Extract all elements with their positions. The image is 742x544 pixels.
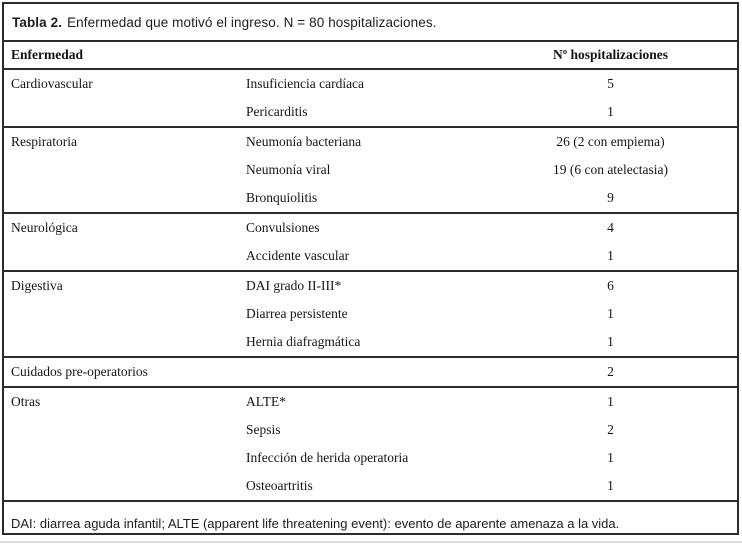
- table-row: Cardiovascular Insuficiencia cardíaca 5: [4, 70, 737, 98]
- table-row: Hernia diafragmática 1: [4, 328, 737, 356]
- table-row: Pericarditis 1: [4, 98, 737, 126]
- table-row: Digestiva DAI grado II-III* 6: [4, 272, 737, 300]
- table-footnote: DAI: diarrea aguda infantil; ALTE (appar…: [4, 500, 737, 531]
- subcategory-cell: Osteoartritis: [246, 478, 313, 493]
- value-cell: 1: [607, 104, 614, 119]
- table-row: Sepsis 2: [4, 416, 737, 444]
- value-cell: 2: [607, 422, 614, 437]
- subcategory-cell: Convulsiones: [246, 220, 320, 235]
- title-divider: [4, 40, 737, 42]
- table-row: Accidente vascular 1: [4, 242, 737, 270]
- subcategory-cell: Bronquiolitis: [246, 190, 318, 205]
- value-cell: 1: [607, 478, 614, 493]
- table-title-label: Tabla 2.: [12, 14, 63, 30]
- subcategory-cell: Diarrea persistente: [246, 306, 348, 321]
- value-cell: 1: [607, 248, 614, 263]
- table-row: Respiratoria Neumonía bacteriana 26 (2 con…: [4, 128, 737, 156]
- value-cell: 1: [607, 334, 614, 349]
- category-cell: Cardiovascular: [11, 76, 93, 91]
- value-cell: 1: [607, 394, 614, 409]
- subcategory-cell: Pericarditis: [246, 104, 308, 119]
- table-group: Neurológica Convulsiones 4 Accidente vascul…: [4, 212, 737, 270]
- table-row: Otras ALTE* 1: [4, 388, 737, 416]
- subcategory-cell: Sepsis: [246, 422, 281, 437]
- table-group: Respiratoria Neumonía bacteriana 26 (2 con…: [4, 126, 737, 212]
- value-cell: 6: [607, 278, 614, 293]
- subcategory-cell: ALTE*: [246, 394, 286, 409]
- table-row: Bronquiolitis 9: [4, 184, 737, 212]
- table-group: Otras ALTE* 1 Sepsis 2 Infección de herida op…: [4, 386, 737, 500]
- value-cell: 9: [607, 190, 614, 205]
- table-row: Infección de herida operatoria 1: [4, 444, 737, 472]
- value-cell: 19 (6 con atelectasia): [552, 162, 669, 177]
- table-body: Cardiovascular Insuficiencia cardíaca 5 Per…: [4, 68, 737, 500]
- subcategory-cell: Insuficiencia cardíaca: [246, 76, 365, 91]
- category-cell: Cuidados pre-operatorios: [11, 364, 148, 379]
- scan-edge-artifact: [0, 541, 742, 543]
- table-row: Cuidados pre-operatorios 2: [4, 358, 737, 386]
- subcategory-cell: Neumonía viral: [246, 162, 331, 177]
- table-title-text: Enfermedad que motivó el ingreso. N = 80…: [67, 14, 437, 30]
- table-row: Neumonía viral 19 (6 con atelectasia): [4, 156, 737, 184]
- header-enfermedad-label: Enfermedad: [11, 47, 83, 62]
- subcategory-cell: Infección de herida operatoria: [246, 450, 409, 465]
- category-cell: Digestiva: [11, 278, 63, 293]
- value-cell: 1: [607, 450, 614, 465]
- table-title: Tabla 2. Enfermedad que motivó el ingres…: [4, 4, 737, 40]
- table-row: Diarrea persistente 1: [4, 300, 737, 328]
- category-cell: Neurológica: [11, 220, 78, 235]
- table-2-container: Tabla 2. Enfermedad que motivó el ingres…: [2, 2, 739, 535]
- header-n-hospitalizaciones-label: Nº hospitalizaciones: [552, 47, 669, 62]
- subcategory-cell: DAI grado II-III*: [246, 278, 342, 293]
- subcategory-cell: Accidente vascular: [246, 248, 350, 263]
- subcategory-cell: Hernia diafragmática: [246, 334, 361, 349]
- category-cell: Respiratoria: [11, 134, 77, 149]
- value-cell: 1: [607, 306, 614, 321]
- table-row: Osteoartritis 1: [4, 472, 737, 500]
- table-group: Cardiovascular Insuficiencia cardíaca 5 Per…: [4, 68, 737, 126]
- table-row: Neurológica Convulsiones 4: [4, 214, 737, 242]
- value-cell: 2: [607, 364, 614, 379]
- table-header-row: Enfermedad Nº hospitalizaciones: [4, 42, 737, 68]
- table-group: Digestiva DAI grado II-III* 6 Diarrea persi…: [4, 270, 737, 356]
- value-cell: 5: [607, 76, 614, 91]
- value-cell: 26 (2 con empiema): [556, 134, 665, 149]
- table-group: Cuidados pre-operatorios 2: [4, 356, 737, 386]
- value-cell: 4: [607, 220, 614, 235]
- category-cell: Otras: [11, 394, 41, 409]
- subcategory-cell: Neumonía bacteriana: [246, 134, 362, 149]
